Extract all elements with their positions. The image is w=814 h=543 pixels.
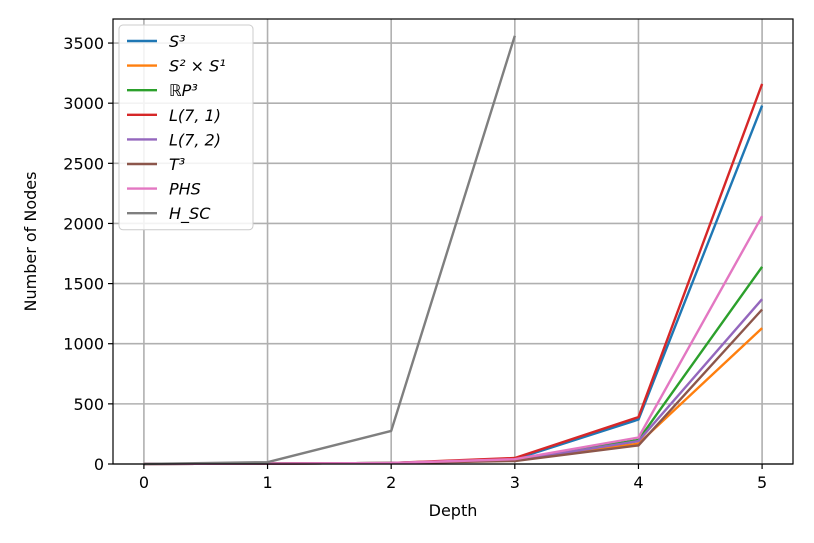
legend-label: T³ <box>169 155 185 174</box>
series-line-2 <box>143 266 764 466</box>
y-tick-label: 0 <box>94 455 104 474</box>
y-tick-label: 1000 <box>63 335 104 354</box>
y-tick-label: 3000 <box>63 94 104 113</box>
y-tick-label: 3500 <box>63 34 104 53</box>
legend-label: L(7, 2) <box>169 130 221 149</box>
legend-label: S³ <box>169 32 186 51</box>
legend-label: PHS <box>169 180 201 199</box>
y-tick-label: 500 <box>73 395 104 414</box>
legend-label: H_SC <box>169 204 211 224</box>
legend-label: L(7, 1) <box>169 106 221 125</box>
series-line-7 <box>143 35 516 466</box>
plot-frame <box>112 18 794 465</box>
x-tick-label: 2 <box>386 473 396 492</box>
x-tick-label: 4 <box>633 473 643 492</box>
axis-ticks: 0 1 2 3 4 5 0 500 1000 1500 2000 2500 3000 3500 <box>63 34 767 492</box>
y-tick-label: 2500 <box>63 154 104 173</box>
x-tick-label: 0 <box>139 473 149 492</box>
y-axis-label: Number of Nodes <box>21 172 40 312</box>
legend-label: ℝP³ <box>169 81 198 100</box>
x-tick-label: 5 <box>757 473 767 492</box>
x-tick-label: 1 <box>262 473 272 492</box>
legend-label: S² × S¹ <box>169 57 226 76</box>
legend-box <box>118 24 254 231</box>
x-tick-label: 3 <box>510 473 520 492</box>
y-tick-label: 2000 <box>63 214 104 233</box>
y-tick-label: 1500 <box>63 275 104 294</box>
x-axis-label: Depth <box>429 501 478 520</box>
legend: S³ S² × S¹ ℝP³ L(7, 1) L(7, 2) T³ PHS H_SC <box>118 24 254 231</box>
